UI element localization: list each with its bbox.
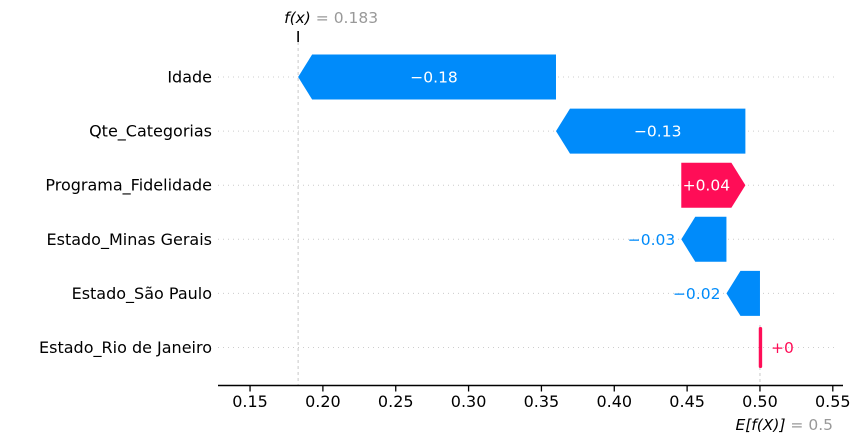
bar-value-label: −0.13 <box>634 123 682 141</box>
bar-value-label: −0.18 <box>410 69 458 87</box>
bar-value-label: −0.03 <box>628 231 676 249</box>
x-tick-label: 0.35 <box>524 392 560 411</box>
feature-label: Estado_Minas Gerais <box>47 230 213 250</box>
x-tick-label: 0.30 <box>451 392 487 411</box>
feature-label: Idade <box>167 68 212 87</box>
x-tick-label: 0.45 <box>669 392 705 411</box>
x-tick-label: 0.25 <box>378 392 414 411</box>
bar-value-label: +0 <box>771 339 794 357</box>
x-tick-label: 0.15 <box>232 392 268 411</box>
feature-label: Estado_Rio de Janeiro <box>39 338 212 358</box>
x-tick-label: 0.20 <box>305 392 341 411</box>
bar-positive <box>681 162 746 208</box>
feature-label: Qte_Categorias <box>89 122 212 142</box>
bar-negative <box>681 216 727 262</box>
base-value-label: E[f(X)] = 0.5 <box>735 416 833 434</box>
x-tick-label: 0.40 <box>596 392 632 411</box>
bar-value-label: −0.02 <box>673 285 721 303</box>
fx-label: f(x) = 0.183 <box>284 9 378 27</box>
feature-label: Estado_São Paulo <box>72 284 212 304</box>
bar-negative <box>298 54 556 100</box>
bar-negative <box>555 108 746 154</box>
feature-label: Programa_Fidelidade <box>45 176 212 196</box>
bar-positive <box>758 327 763 368</box>
x-tick-label: 0.55 <box>815 392 851 411</box>
x-tick-label: 0.50 <box>742 392 778 411</box>
bar-value-label: +0.04 <box>683 177 731 195</box>
bar-negative <box>726 270 760 316</box>
